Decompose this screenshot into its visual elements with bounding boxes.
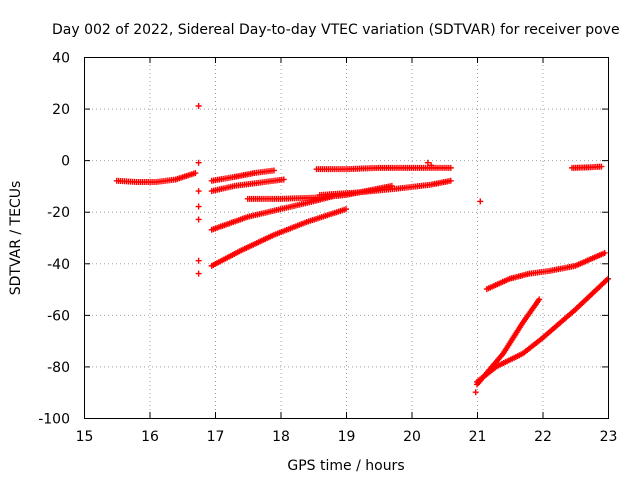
y-tick-label: -20 <box>47 205 70 221</box>
data-point <box>536 296 543 303</box>
data-point <box>195 270 202 277</box>
data-point <box>343 206 349 213</box>
x-tick-label: 15 <box>76 429 94 445</box>
y-tick-label: 0 <box>61 154 70 170</box>
y-tick-label: -100 <box>38 412 70 428</box>
series-arc-a <box>113 170 199 186</box>
data-point <box>601 249 608 256</box>
data-point <box>424 159 431 166</box>
data-point <box>195 102 202 109</box>
y-tick-label: -40 <box>47 257 70 273</box>
series-arc-e <box>208 206 349 269</box>
data-point <box>195 188 202 195</box>
x-tick-label: 17 <box>207 429 225 445</box>
data-point <box>477 198 484 205</box>
series-arc-i <box>474 275 611 385</box>
data-points <box>113 102 611 396</box>
data-point <box>598 163 605 170</box>
data-point <box>195 159 202 166</box>
chart-title: Day 002 of 2022, Sidereal Day-to-day VTE… <box>52 22 620 38</box>
axis-ticks <box>84 57 609 419</box>
x-tick-label: 18 <box>272 429 290 445</box>
series-arc-g <box>316 177 454 198</box>
y-tick-label: -60 <box>47 308 70 324</box>
data-point <box>195 257 202 264</box>
x-tick-labels: 15 16 17 18 19 20 21 22 23 <box>76 429 618 445</box>
x-axis-label: GPS time / hours <box>287 458 404 474</box>
x-tick-label: 22 <box>534 429 552 445</box>
series-isolated <box>195 102 484 396</box>
series-arc-c <box>208 176 287 195</box>
y-axis-label: SDTVAR / TECUs <box>8 181 24 296</box>
y-tick-labels: -100 -80 -60 -40 -20 0 20 40 <box>38 51 70 428</box>
series-arc-h <box>313 164 454 173</box>
x-tick-label: 16 <box>141 429 159 445</box>
data-point <box>195 203 202 210</box>
data-point <box>270 167 277 174</box>
data-point <box>428 162 435 169</box>
x-tick-label: 20 <box>403 429 421 445</box>
y-tick-label: 20 <box>52 102 70 118</box>
grid <box>84 57 608 418</box>
data-point <box>195 216 202 223</box>
data-point <box>447 177 454 184</box>
series-arc-l <box>568 163 605 171</box>
series-arc-k <box>483 249 608 293</box>
x-tick-label: 21 <box>469 429 487 445</box>
series-arc-j <box>474 296 543 388</box>
x-tick-label: 23 <box>600 429 618 445</box>
y-tick-label: -80 <box>47 360 70 376</box>
data-point <box>192 170 199 177</box>
data-point <box>447 164 454 171</box>
series-arc-b <box>208 167 277 184</box>
data-point <box>280 176 287 183</box>
x-tick-label: 19 <box>338 429 356 445</box>
y-tick-label: 40 <box>52 51 70 67</box>
data-point <box>472 389 479 396</box>
